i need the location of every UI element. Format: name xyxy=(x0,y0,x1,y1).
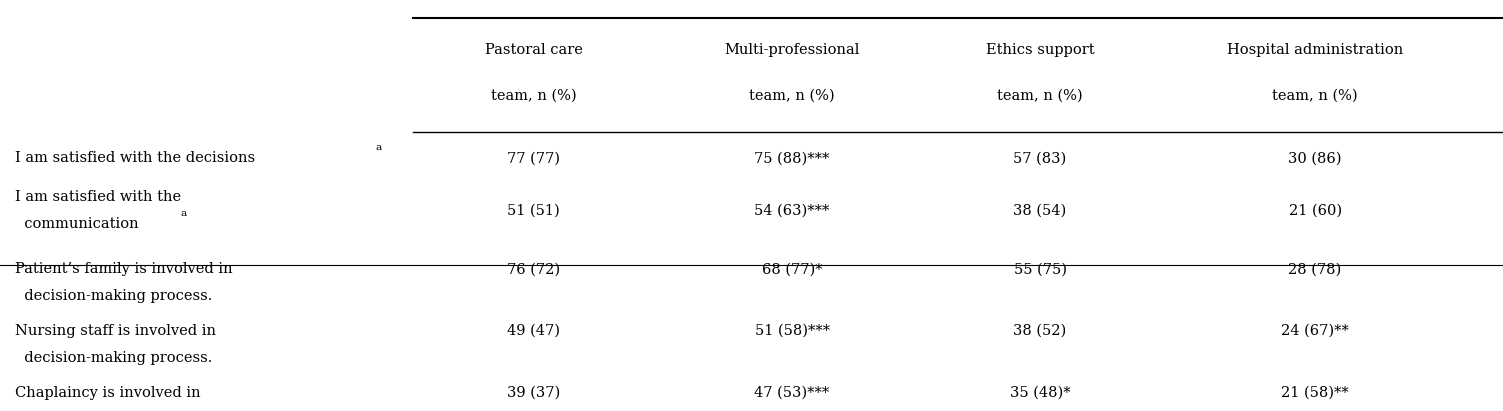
Text: 28 (78): 28 (78) xyxy=(1288,262,1342,276)
Text: a: a xyxy=(180,209,186,218)
Text: 39 (37): 39 (37) xyxy=(507,386,561,399)
Text: team, n (%): team, n (%) xyxy=(491,88,576,103)
Text: Multi-professional: Multi-professional xyxy=(724,43,860,58)
Text: 51 (58)***: 51 (58)*** xyxy=(755,324,830,338)
Text: team, n (%): team, n (%) xyxy=(998,88,1082,103)
Text: 51 (51): 51 (51) xyxy=(507,203,561,218)
Text: 54 (63)***: 54 (63)*** xyxy=(755,203,830,218)
Text: 47 (53)***: 47 (53)*** xyxy=(755,386,830,399)
Text: 35 (48)*: 35 (48)* xyxy=(1010,386,1070,399)
Text: 76 (72): 76 (72) xyxy=(507,262,561,276)
Text: team, n (%): team, n (%) xyxy=(1273,88,1357,103)
Text: decision-making process.: decision-making process. xyxy=(15,289,212,303)
Text: 57 (83): 57 (83) xyxy=(1013,151,1067,165)
Text: 21 (58)**: 21 (58)** xyxy=(1281,386,1350,399)
Text: Nursing staff is involved in: Nursing staff is involved in xyxy=(15,324,216,338)
Text: 68 (77)*: 68 (77)* xyxy=(762,262,822,276)
Text: a: a xyxy=(376,143,382,152)
Text: Patient’s family is involved in: Patient’s family is involved in xyxy=(15,262,233,276)
Text: 49 (47): 49 (47) xyxy=(507,324,561,338)
Text: Chaplaincy is involved in: Chaplaincy is involved in xyxy=(15,386,201,399)
Text: Hospital administration: Hospital administration xyxy=(1226,43,1404,58)
Text: decision-making process.: decision-making process. xyxy=(15,351,212,365)
Text: Ethics support: Ethics support xyxy=(986,43,1094,58)
Text: Pastoral care: Pastoral care xyxy=(484,43,583,58)
Text: I am satisfied with the decisions: I am satisfied with the decisions xyxy=(15,151,256,165)
Text: 21 (60): 21 (60) xyxy=(1288,203,1342,218)
Text: 38 (54): 38 (54) xyxy=(1013,203,1067,218)
Text: 75 (88)***: 75 (88)*** xyxy=(755,151,830,165)
Text: 24 (67)**: 24 (67)** xyxy=(1281,324,1350,338)
Text: 38 (52): 38 (52) xyxy=(1013,324,1067,338)
Text: team, n (%): team, n (%) xyxy=(750,88,834,103)
Text: 77 (77): 77 (77) xyxy=(507,151,561,165)
Text: 55 (75): 55 (75) xyxy=(1013,262,1067,276)
Text: 30 (86): 30 (86) xyxy=(1288,151,1342,165)
Text: I am satisfied with the: I am satisfied with the xyxy=(15,190,182,204)
Text: communication: communication xyxy=(15,217,138,231)
